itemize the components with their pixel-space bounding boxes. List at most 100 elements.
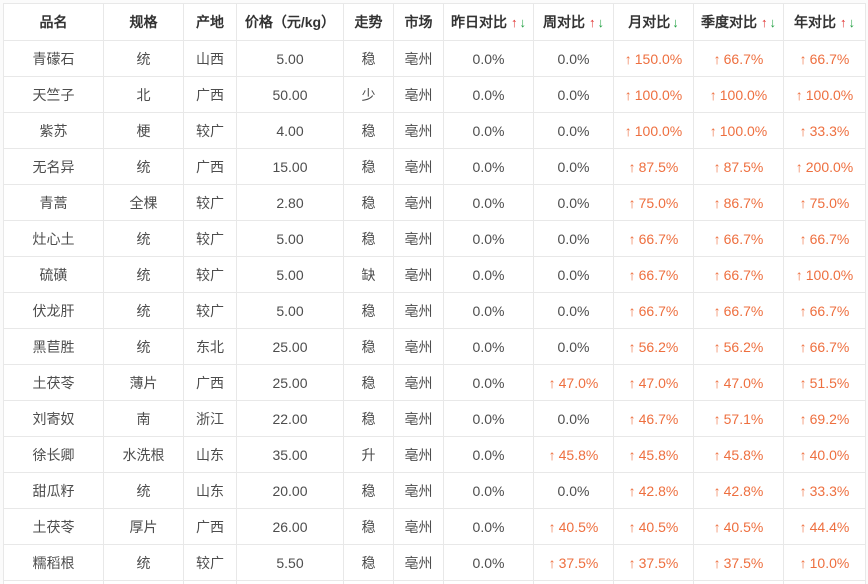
market-cell: 亳州 xyxy=(393,508,444,545)
spec-cell: 统 xyxy=(103,292,184,329)
trend-cell: 稳 xyxy=(343,184,394,221)
product-name-cell: 糯稻根 xyxy=(3,544,104,581)
origin-cell: 较广 xyxy=(183,184,237,221)
yesterday-change-cell: 0.0% xyxy=(443,148,534,185)
increase-arrow-icon: ↑ xyxy=(799,194,807,211)
yesterday-change-cell: 0.0% xyxy=(443,256,534,293)
year-change-cell: ↑ 75.0% xyxy=(783,184,866,221)
week-change-cell: 0.0% xyxy=(533,292,614,329)
year-change-cell: ↑ 66.7% xyxy=(783,292,866,329)
price-cell: 5.00 xyxy=(236,256,344,293)
increase-arrow-icon: ↑ xyxy=(799,518,807,535)
sort-descending-icon[interactable]: ↓ xyxy=(769,15,777,30)
spec-cell: 厚片 xyxy=(103,508,184,545)
increase-arrow-icon: ↑ xyxy=(713,374,721,391)
increase-arrow-icon: ↑ xyxy=(795,266,803,283)
year-change-cell: ↑ 69.2% xyxy=(783,400,866,437)
year-change-cell: ↑ 66.7% xyxy=(783,40,866,77)
trend-cell: 稳 xyxy=(343,400,394,437)
table-row xyxy=(3,580,866,584)
quarter-change-cell: ↑ 66.7% xyxy=(693,256,784,293)
month-change-cell xyxy=(613,580,694,584)
quarter-change-cell xyxy=(693,580,784,584)
increase-arrow-icon: ↑ xyxy=(799,410,807,427)
market-cell: 亳州 xyxy=(393,328,444,365)
price-cell: 25.00 xyxy=(236,328,344,365)
increase-arrow-icon: ↑ xyxy=(628,554,636,571)
market-cell: 亳州 xyxy=(393,436,444,473)
column-header-yesterday-change[interactable]: 昨日对比 ↑ ↓ xyxy=(443,3,534,41)
column-header-label: 规格 xyxy=(129,14,158,30)
sort-ascending-icon[interactable]: ↑ xyxy=(511,15,518,30)
yesterday-change-cell: 0.0% xyxy=(443,292,534,329)
table-body: 青礞石统山西 5.00 稳亳州 0.0% 0.0% ↑ 150.0% ↑ 66.7% ↑ 66.7%… xyxy=(3,40,866,584)
product-name-cell: 黑苣胜 xyxy=(3,328,104,365)
quarter-change-cell: ↑ 45.8% xyxy=(693,436,784,473)
quarter-change-cell: ↑ 87.5% xyxy=(693,148,784,185)
yesterday-change-cell: 0.0% xyxy=(443,184,534,221)
increase-arrow-icon: ↑ xyxy=(713,554,721,571)
table-row: 天竺子北广西 50.00 少亳州 0.0% 0.0% ↑ 100.0% ↑ 100.0% ↑ 100… xyxy=(3,76,866,113)
market-cell: 亳州 xyxy=(393,76,444,113)
sort-descending-icon[interactable]: ↓ xyxy=(519,15,527,30)
quarter-change-cell: ↑ 40.5% xyxy=(693,508,784,545)
header-row: 品名 规格 产地 价格（元/kg） 走势 市场 昨日对比 ↑ ↓ 周对比 ↑ ↓ 月对比 ↓ 季度对比 ↑ ↓ 年… xyxy=(3,3,866,41)
yesterday-change-cell: 0.0% xyxy=(443,544,534,581)
table-row: 土茯苓 厚片 广西 26.00 稳亳州 0.0% ↑ 40.5% ↑ 40.5% ↑ 40.5% ↑ 44… xyxy=(3,508,866,545)
column-header-market: 市场 xyxy=(393,3,444,41)
trend-cell xyxy=(343,580,394,584)
sort-ascending-icon[interactable]: ↑ xyxy=(840,15,847,30)
market-cell: 亳州 xyxy=(393,400,444,437)
year-change-cell: ↑ 66.7% xyxy=(783,328,866,365)
product-name-cell: 徐长卿 xyxy=(3,436,104,473)
origin-cell: 浙江 xyxy=(183,400,237,437)
trend-cell: 少 xyxy=(343,76,394,113)
column-header-year-change[interactable]: 年对比 ↑ ↓ xyxy=(783,3,866,41)
year-change-cell xyxy=(783,580,866,584)
year-change-cell: ↑ 40.0% xyxy=(783,436,866,473)
increase-arrow-icon: ↑ xyxy=(799,482,807,499)
market-cell xyxy=(393,580,444,584)
quarter-change-cell: ↑ 100.0% xyxy=(693,76,784,113)
sort-descending-icon[interactable]: ↓ xyxy=(597,15,605,30)
product-name-cell: 硫磺 xyxy=(3,256,104,293)
sort-ascending-icon[interactable]: ↑ xyxy=(589,15,596,30)
increase-arrow-icon: ↑ xyxy=(799,50,807,67)
origin-cell: 较广 xyxy=(183,112,237,149)
spec-cell: 统 xyxy=(103,256,184,293)
sort-descending-icon[interactable]: ↓ xyxy=(672,15,679,30)
market-cell: 亳州 xyxy=(393,40,444,77)
month-change-cell: ↑ 100.0% xyxy=(613,76,694,113)
herb-price-table: 品名 规格 产地 价格（元/kg） 走势 市场 昨日对比 ↑ ↓ 周对比 ↑ ↓ 月对比 ↓ 季度对比 ↑ ↓ 年… xyxy=(3,3,866,584)
origin-cell: 广西 xyxy=(183,76,237,113)
market-cell: 亳州 xyxy=(393,292,444,329)
increase-arrow-icon: ↑ xyxy=(713,446,721,463)
week-change-cell: 0.0% xyxy=(533,472,614,509)
spec-cell: 统 xyxy=(103,148,184,185)
quarter-change-cell: ↑ 47.0% xyxy=(693,364,784,401)
yesterday-change-cell: 0.0% xyxy=(443,364,534,401)
market-cell: 亳州 xyxy=(393,256,444,293)
month-change-cell: ↑ 87.5% xyxy=(613,148,694,185)
origin-cell: 山东 xyxy=(183,436,237,473)
spec-cell: 全棵 xyxy=(103,184,184,221)
product-name-cell xyxy=(3,580,104,584)
week-change-cell: 0.0% xyxy=(533,76,614,113)
column-header-week-change[interactable]: 周对比 ↑ ↓ xyxy=(533,3,614,41)
month-change-cell: ↑ 42.8% xyxy=(613,472,694,509)
column-header-label: 季度对比 xyxy=(701,14,757,30)
spec-cell xyxy=(103,580,184,584)
increase-arrow-icon: ↑ xyxy=(628,338,636,355)
sort-ascending-icon[interactable]: ↑ xyxy=(761,15,768,30)
column-header-label: 昨日对比 xyxy=(451,14,507,30)
quarter-change-cell: ↑ 66.7% xyxy=(693,292,784,329)
increase-arrow-icon: ↑ xyxy=(799,230,807,247)
column-header-quarter-change[interactable]: 季度对比 ↑ ↓ xyxy=(693,3,784,41)
sort-descending-icon[interactable]: ↓ xyxy=(848,15,856,30)
trend-cell: 稳 xyxy=(343,112,394,149)
column-header-month-change[interactable]: 月对比 ↓ xyxy=(613,3,694,41)
increase-arrow-icon: ↑ xyxy=(713,302,721,319)
spec-cell: 统 xyxy=(103,220,184,257)
trend-cell: 稳 xyxy=(343,544,394,581)
increase-arrow-icon: ↑ xyxy=(628,482,636,499)
